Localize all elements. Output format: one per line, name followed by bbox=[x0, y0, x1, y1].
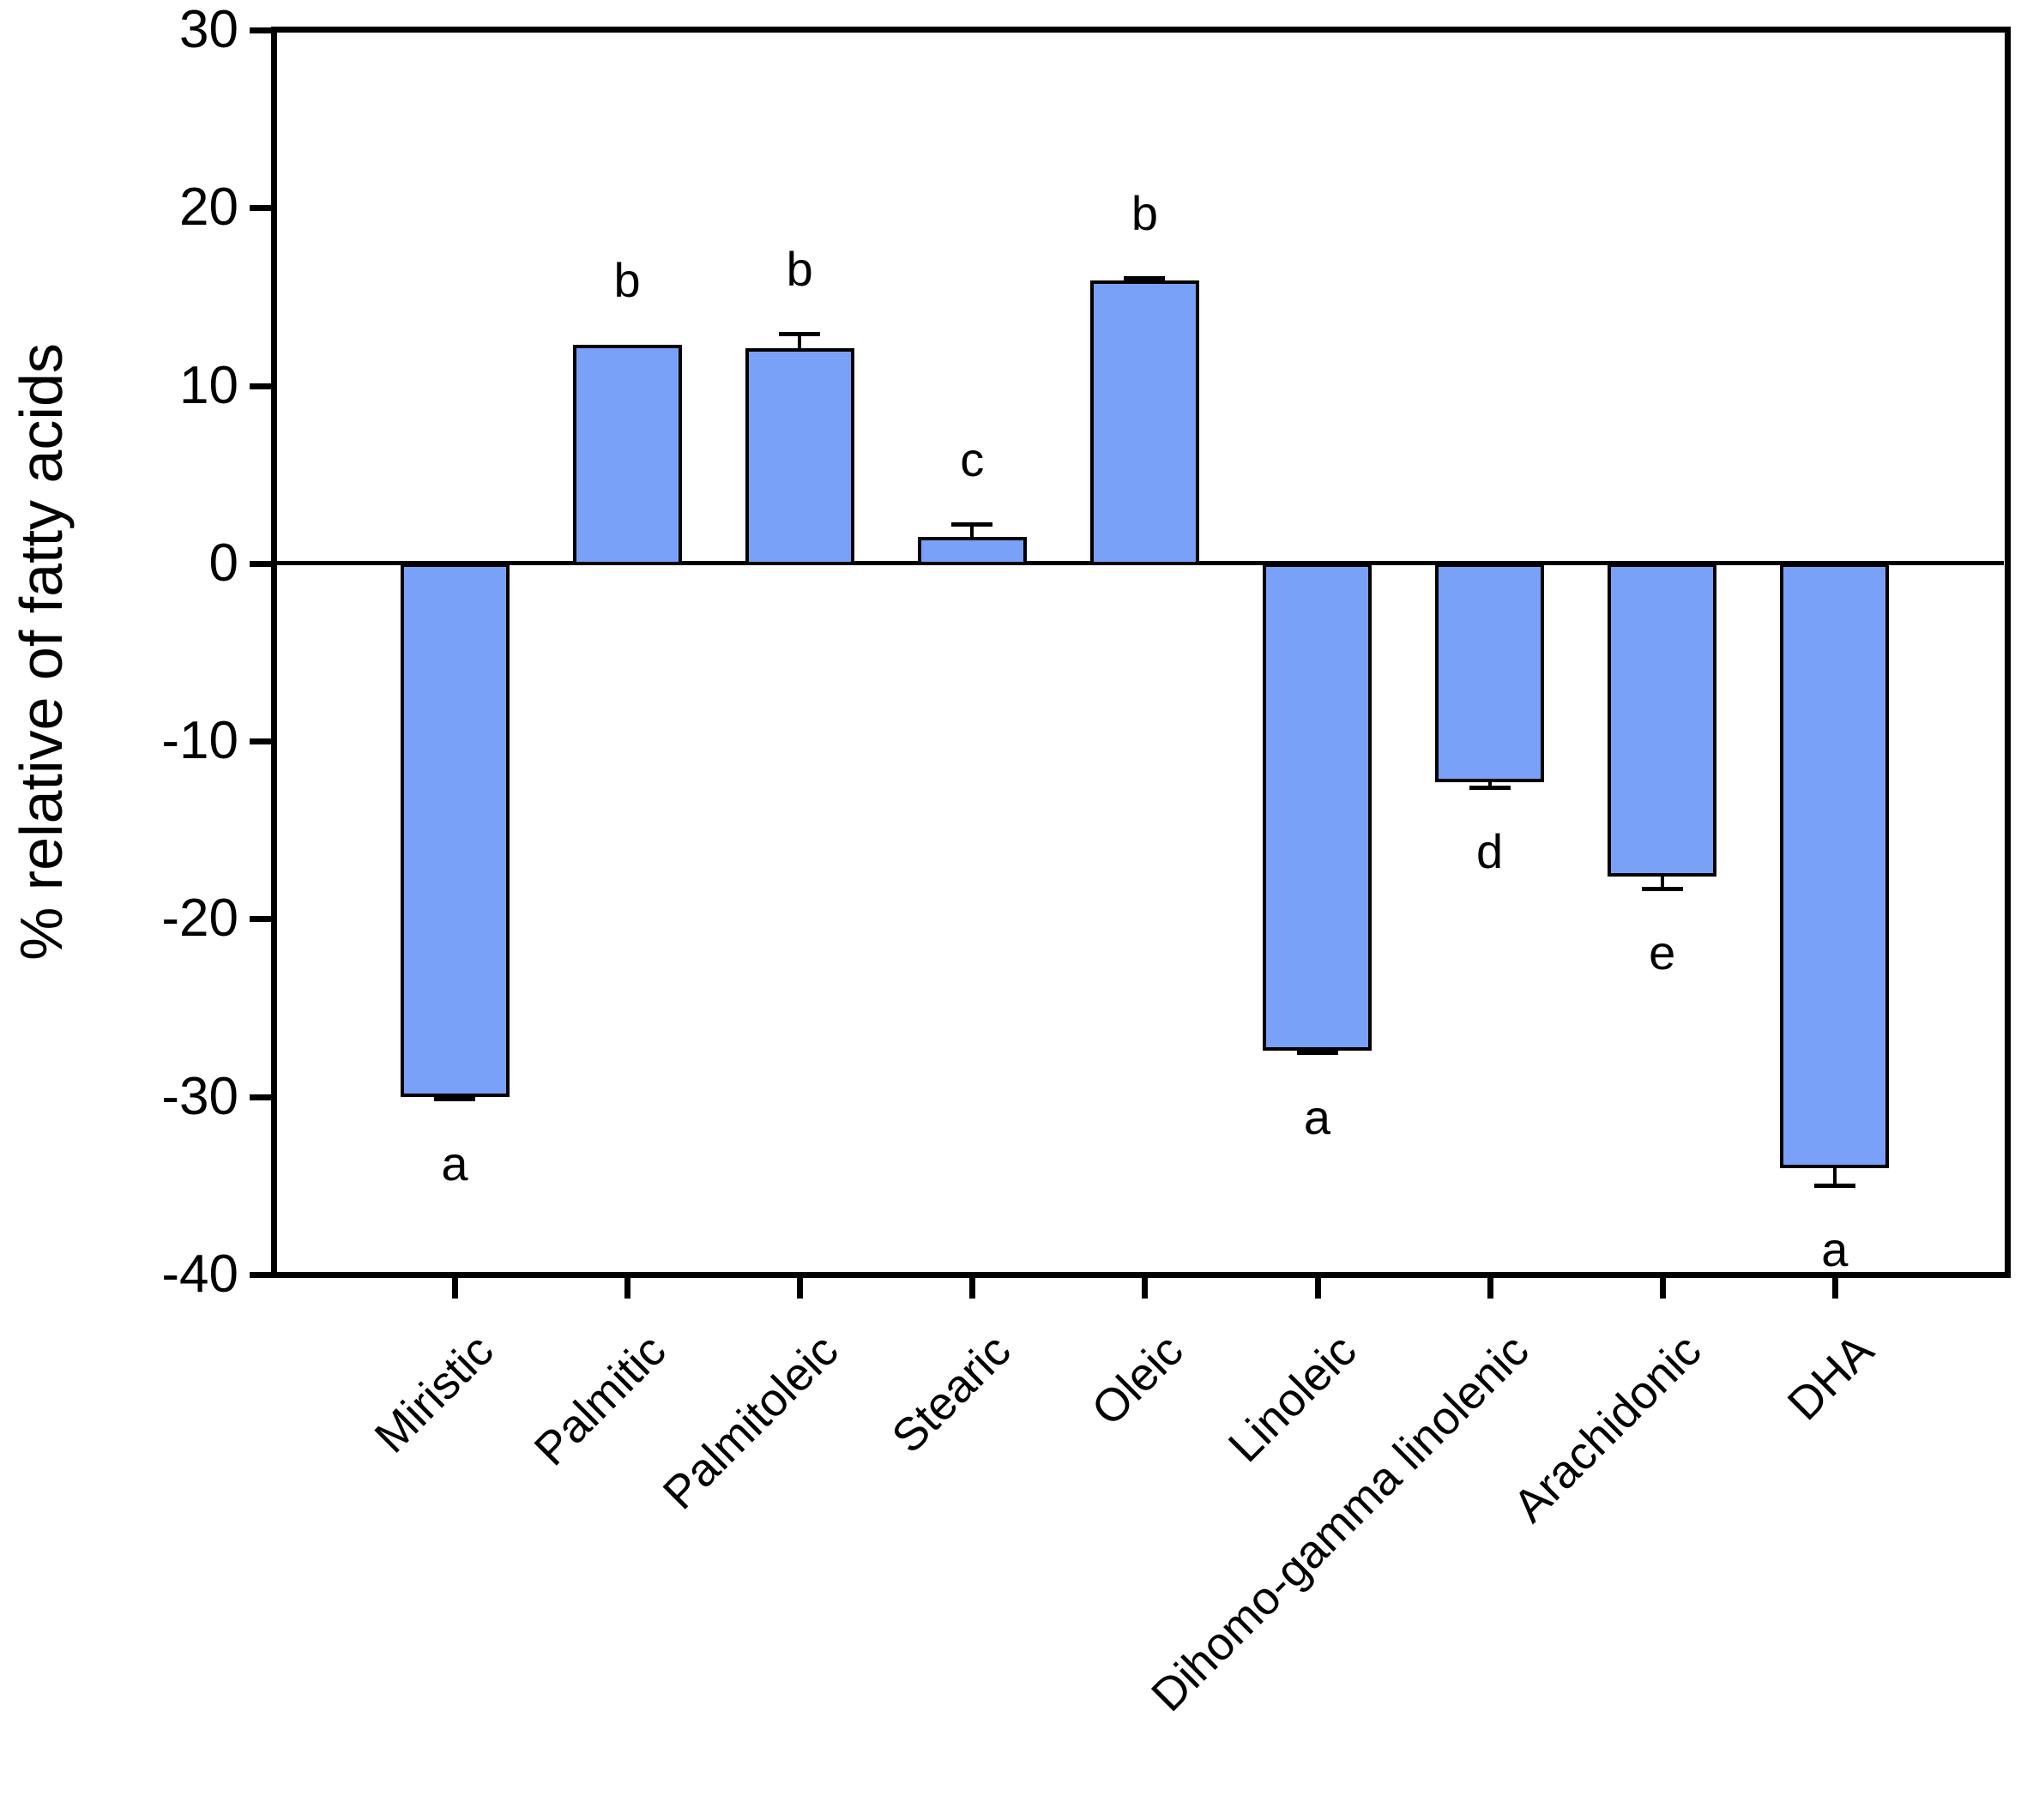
plot-frame-left bbox=[271, 27, 277, 1278]
bar-oleic bbox=[1089, 280, 1199, 565]
error-bar-stem bbox=[1487, 780, 1492, 788]
x-axis-tick bbox=[1487, 1278, 1493, 1299]
error-bar-cap bbox=[1641, 886, 1683, 891]
y-axis-tick bbox=[250, 560, 272, 567]
error-bar-cap bbox=[779, 331, 821, 336]
bar-palmitoleic bbox=[745, 348, 854, 565]
significance-letter: a bbox=[441, 1136, 468, 1190]
bar-arachidonic bbox=[1608, 563, 1717, 877]
error-bar-stem bbox=[1832, 1166, 1837, 1186]
significance-letter: b bbox=[613, 252, 641, 307]
y-axis-tick bbox=[250, 1272, 272, 1278]
error-bar-cap bbox=[1813, 1183, 1855, 1188]
bar-stearic bbox=[917, 536, 1027, 565]
y-axis-title: % relative of fatty acids bbox=[8, 343, 75, 961]
plot-frame-top bbox=[271, 27, 2010, 33]
bar-dihomo-gamma-linolenic bbox=[1435, 563, 1545, 782]
significance-letter: b bbox=[786, 242, 813, 297]
bar-linoleic bbox=[1263, 563, 1372, 1051]
error-bar-stem bbox=[970, 524, 974, 537]
x-axis-tick bbox=[969, 1278, 976, 1299]
y-axis-tick-label: 20 bbox=[179, 178, 238, 238]
error-bar-cap bbox=[1296, 1051, 1338, 1056]
x-axis-tick bbox=[1659, 1278, 1666, 1299]
error-bar-stem bbox=[453, 1094, 456, 1100]
y-axis-tick bbox=[250, 738, 272, 745]
y-axis-tick-label: -30 bbox=[161, 1066, 238, 1126]
error-bar-cap bbox=[1469, 785, 1511, 790]
x-axis-tick bbox=[797, 1278, 804, 1299]
y-axis-tick-label: -20 bbox=[161, 889, 238, 949]
y-axis-tick bbox=[250, 27, 272, 33]
bar-miristic bbox=[400, 563, 510, 1097]
error-bar-stem bbox=[798, 334, 802, 349]
y-axis-tick-label: -10 bbox=[161, 711, 238, 771]
bar-palmitic bbox=[572, 344, 682, 565]
bar-dha bbox=[1780, 563, 1890, 1168]
error-bar-stem bbox=[1315, 1048, 1319, 1053]
y-axis-tick-label: 10 bbox=[179, 355, 238, 415]
x-axis-tick bbox=[452, 1278, 458, 1299]
x-axis-tick bbox=[1831, 1278, 1838, 1299]
x-axis-tick bbox=[624, 1278, 631, 1299]
plot-frame-bottom bbox=[271, 1272, 2010, 1278]
significance-letter: e bbox=[1649, 925, 1676, 980]
significance-letter: b bbox=[1131, 186, 1158, 241]
y-axis-tick-label: -40 bbox=[161, 1244, 238, 1304]
error-bar-cap bbox=[1124, 275, 1166, 280]
plot-frame-right bbox=[2005, 27, 2011, 1278]
significance-letter: c bbox=[960, 432, 985, 487]
y-axis-tick bbox=[250, 205, 272, 212]
significance-letter: a bbox=[1303, 1089, 1331, 1144]
error-bar-cap bbox=[951, 521, 993, 527]
x-axis-tick bbox=[1142, 1278, 1149, 1299]
error-bar-stem bbox=[1660, 874, 1664, 889]
y-axis-tick-label: 0 bbox=[208, 533, 238, 593]
y-axis-tick-label: 30 bbox=[179, 0, 238, 59]
error-bar-cap bbox=[434, 1097, 475, 1102]
significance-letter: d bbox=[1476, 824, 1504, 879]
y-axis-tick bbox=[250, 1094, 272, 1100]
x-axis-tick bbox=[1314, 1278, 1321, 1299]
y-axis-tick bbox=[250, 383, 272, 389]
y-axis-tick bbox=[250, 916, 272, 923]
significance-letter: a bbox=[1821, 1222, 1849, 1277]
